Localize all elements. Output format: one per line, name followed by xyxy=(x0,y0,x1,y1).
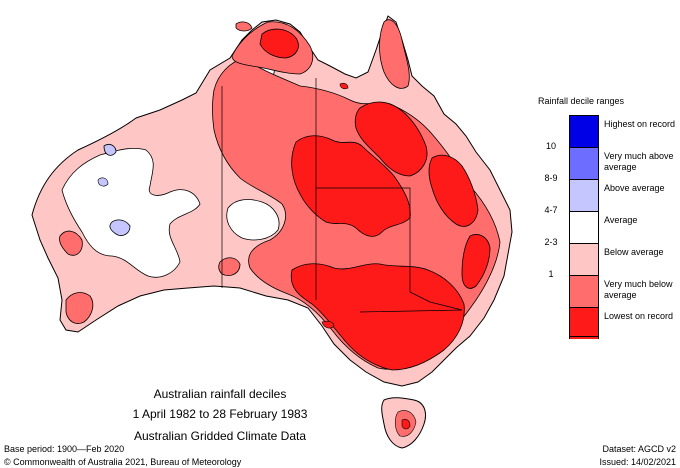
east-coast-lowest-on-record xyxy=(461,234,491,289)
legend-decile-code: 8-9 xyxy=(538,173,678,185)
nt-lowest-on-record xyxy=(259,28,299,59)
legend-item: Average xyxy=(538,211,678,243)
central-lowest-on-record xyxy=(291,135,411,237)
legend-swatch xyxy=(569,211,599,243)
legend-label: Below average xyxy=(604,247,664,257)
legend-code-text: 8-9 xyxy=(544,173,558,183)
legend-label: Above average xyxy=(604,183,665,193)
legend-label: Very much above average xyxy=(604,151,674,172)
kangaroo-island xyxy=(321,320,335,329)
legend-item: Highest on record xyxy=(538,115,678,147)
legend-swatch xyxy=(569,147,599,179)
legend-code-text: 4-7 xyxy=(544,205,558,215)
above-average-patch-2 xyxy=(103,144,117,156)
sw-very-much-below xyxy=(59,230,83,256)
state-borders xyxy=(221,78,463,313)
legend-swatch xyxy=(569,115,599,147)
legend-item: Very much below average xyxy=(538,275,678,307)
legend-swatch xyxy=(569,307,599,339)
east-qld-lowest-on-record xyxy=(428,154,479,227)
central-average-region xyxy=(226,199,280,241)
legend-swatch xyxy=(569,243,599,275)
legend-item: Above average xyxy=(538,179,678,211)
above-average-patch-3 xyxy=(97,177,109,187)
base-period: Base period: 1900—Feb 2020 xyxy=(4,444,125,454)
legend-item: Below average xyxy=(538,243,678,275)
legend-label: Average xyxy=(604,215,638,225)
legend-decile-code: 1 xyxy=(538,269,678,281)
legend-item: Lowest on record xyxy=(538,307,678,339)
map-dataset-description: Australian Gridded Climate Data xyxy=(133,429,307,443)
legend-swatch xyxy=(569,275,599,307)
qld-lowest-on-record xyxy=(354,101,428,177)
legend-label: Lowest on record xyxy=(604,311,674,321)
groote-island xyxy=(339,82,349,90)
melville-island xyxy=(235,21,253,32)
sw-coast-very-much-below xyxy=(65,292,94,324)
legend-decile-code: 10 xyxy=(538,141,678,153)
cape-york-very-much-below xyxy=(379,19,410,89)
legend-code-text: 1 xyxy=(548,269,554,279)
tasmania-lowest-on-record xyxy=(401,418,411,430)
legend-code-text: 2-3 xyxy=(544,237,558,247)
copyright: © Commonwealth of Australia 2021, Bureau… xyxy=(4,457,242,467)
above-average-patch-1 xyxy=(109,219,131,236)
nullarbor-very-much-below xyxy=(218,257,241,276)
legend-code-text: 10 xyxy=(545,141,556,151)
legend-label: Very much below average xyxy=(604,279,673,300)
map-period: 1 April 1982 to 28 February 1983 xyxy=(132,407,308,421)
legend-decile-code: 4-7 xyxy=(538,205,678,217)
dataset-label: Dataset: AGCD v2 xyxy=(602,444,676,454)
legend-item: Very much above average xyxy=(538,147,678,179)
map-title: Australian rainfall deciles xyxy=(153,387,287,401)
legend-swatch xyxy=(569,179,599,211)
issued-date: Issued: 14/02/2021 xyxy=(599,457,676,467)
legend-decile-code: 2-3 xyxy=(538,237,678,249)
west-average-region xyxy=(61,147,201,278)
legend-label: Highest on record xyxy=(604,119,676,129)
legend-title: Rainfall decile ranges xyxy=(538,96,625,106)
